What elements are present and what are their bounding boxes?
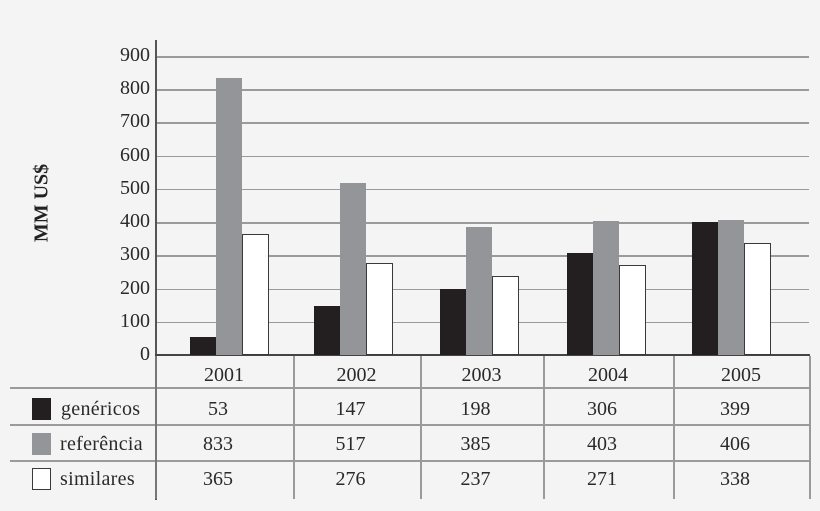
table-col-divider xyxy=(420,356,422,499)
table-cell-value: 53 xyxy=(208,398,228,420)
table-cell-value: 198 xyxy=(460,398,491,420)
bar-similar-2001 xyxy=(242,233,269,355)
y-tick-label: 300 xyxy=(120,243,150,266)
y-axis-label: MM US$ xyxy=(30,163,53,243)
legend-swatch-generic xyxy=(32,398,51,420)
y-tick-label: 0 xyxy=(140,343,150,365)
table-cell-value: 385 xyxy=(460,433,491,455)
y-tick-label: 900 xyxy=(120,44,150,66)
table-header-year: 2002 xyxy=(336,364,377,386)
legend-label-reference: referência xyxy=(60,433,143,455)
bar-similar-2005 xyxy=(744,242,771,355)
gridline xyxy=(155,56,809,58)
bar-reference-2002 xyxy=(340,183,366,355)
bar-reference-2001 xyxy=(216,78,242,355)
gridline xyxy=(155,188,809,191)
table-cell-value: 276 xyxy=(335,468,366,490)
legend-swatch-reference xyxy=(32,433,51,455)
table-header-year: 2001 xyxy=(204,364,244,386)
legend-label-similar: similares xyxy=(60,468,135,490)
table-col-divider xyxy=(543,356,545,499)
y-tick-label: 200 xyxy=(120,276,150,299)
x-axis-line xyxy=(155,354,810,356)
table-cell-value: 406 xyxy=(720,433,750,455)
table-header-year: 2004 xyxy=(588,364,628,386)
bar-reference-2005 xyxy=(718,220,744,355)
y-tick-label: 100 xyxy=(120,309,150,332)
table-cell-value: 399 xyxy=(720,398,750,420)
bar-similar-2003 xyxy=(492,276,519,355)
y-tick-label: 600 xyxy=(120,143,150,166)
table-header-year: 2005 xyxy=(721,364,761,386)
bar-reference-2004 xyxy=(593,221,619,355)
table-cell-value: 365 xyxy=(203,468,233,490)
table-row-divider xyxy=(10,387,809,389)
table-header-year: 2003 xyxy=(461,364,502,386)
table-cell-value: 833 xyxy=(203,433,233,455)
y-axis-line xyxy=(155,40,157,500)
table-col-divider xyxy=(155,356,157,499)
bar-similar-2002 xyxy=(366,263,393,355)
gridline xyxy=(155,122,809,124)
table-cell-value: 403 xyxy=(587,433,617,455)
y-tick-label: 800 xyxy=(120,77,150,100)
table-col-divider xyxy=(293,356,295,499)
table-cell-value: 517 xyxy=(335,433,366,455)
gridline xyxy=(155,222,809,224)
table-cell-value: 147 xyxy=(335,398,366,420)
table-cell-value: 338 xyxy=(720,468,750,490)
bar-generic-2005 xyxy=(692,222,718,355)
table-row-divider xyxy=(10,424,809,426)
bar-generic-2003 xyxy=(440,289,466,355)
bar-generic-2004 xyxy=(567,253,593,355)
y-tick-label: 500 xyxy=(120,176,150,199)
table-col-divider xyxy=(809,356,811,499)
bar-similar-2004 xyxy=(619,264,646,355)
gridline xyxy=(155,89,809,91)
legend-swatch-similar xyxy=(32,468,51,490)
bar-generic-2001 xyxy=(190,337,216,355)
gridline xyxy=(155,155,809,158)
table-col-divider xyxy=(673,356,675,499)
bar-reference-2003 xyxy=(466,227,492,355)
table-cell-value: 271 xyxy=(587,468,617,490)
y-tick-label: 700 xyxy=(120,110,150,133)
table-cell-value: 237 xyxy=(460,468,491,490)
table-cell-value: 306 xyxy=(587,398,617,420)
legend-label-generic: genéricos xyxy=(61,398,141,420)
bar-generic-2002 xyxy=(314,306,340,355)
table-row-divider xyxy=(10,460,809,462)
y-tick-label: 400 xyxy=(120,210,150,233)
